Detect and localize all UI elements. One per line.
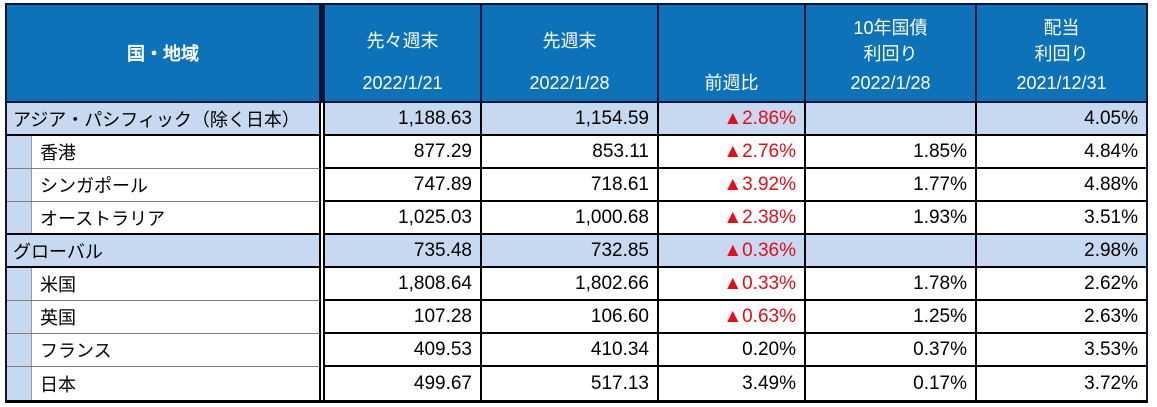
bond-yield-value <box>806 235 977 268</box>
bond-yield-value: 1.85% <box>806 136 977 169</box>
bond-yield-value: 0.37% <box>806 334 977 367</box>
bond-yield-value <box>806 103 977 136</box>
column-gap <box>321 268 323 301</box>
column-gap <box>321 103 323 136</box>
week-over-week-value: ▲2.76% <box>659 136 806 169</box>
header-prev2-weekend: 先々週末 2022/1/21 <box>323 5 482 103</box>
prev1-weekend-value: 718.61 <box>482 169 659 202</box>
week-over-week-value: ▲0.36% <box>659 235 806 268</box>
prev2-weekend-value: 747.89 <box>323 169 482 202</box>
dividend-yield-value: 3.72% <box>977 367 1146 400</box>
header-label-line1: 先々週末 <box>366 31 439 52</box>
header-region: 国・地域 <box>7 5 321 103</box>
header-label-line2: 利回り <box>1034 44 1089 65</box>
header-date: 前週比 <box>704 73 759 94</box>
header-label: 配当 利回り <box>977 5 1146 73</box>
region-cell: 米国 <box>7 268 321 301</box>
header-date: 2021/12/31 <box>1016 73 1107 94</box>
column-gap <box>321 301 323 334</box>
dividend-yield-value: 4.84% <box>977 136 1146 169</box>
prev2-weekend-value: 1,025.03 <box>323 202 482 235</box>
header-label: 先週末 <box>482 5 657 73</box>
dividend-yield-value: 2.62% <box>977 268 1146 301</box>
week-over-week-value: ▲3.92% <box>659 169 806 202</box>
column-gap <box>321 334 323 367</box>
week-over-week-value: ▲2.86% <box>659 103 806 136</box>
column-gap <box>321 169 323 202</box>
prev2-weekend-value: 107.28 <box>323 301 482 334</box>
column-gap <box>321 367 323 400</box>
header-column-gap <box>321 5 323 103</box>
region-cell: オーストラリア <box>7 202 321 235</box>
region-cell: 香港 <box>7 136 321 169</box>
prev1-weekend-value: 106.60 <box>482 301 659 334</box>
prev1-weekend-value: 1,802.66 <box>482 268 659 301</box>
header-date: 2022/1/28 <box>529 73 610 94</box>
dividend-yield-value: 3.53% <box>977 334 1146 367</box>
prev2-weekend-value: 409.53 <box>323 334 482 367</box>
week-over-week-value: ▲0.63% <box>659 301 806 334</box>
bond-yield-value: 1.78% <box>806 268 977 301</box>
column-gap <box>321 235 323 268</box>
header-label-line1: 先週末 <box>542 31 597 52</box>
header-bond-yield: 10年国債 利回り 2022/1/28 <box>806 5 977 103</box>
header-prev1-weekend: 先週末 2022/1/28 <box>482 5 659 103</box>
dividend-yield-value: 3.51% <box>977 202 1146 235</box>
bond-yield-value: 1.93% <box>806 202 977 235</box>
prev1-weekend-value: 410.34 <box>482 334 659 367</box>
bond-yield-value: 1.77% <box>806 169 977 202</box>
prev1-weekend-value: 1,154.59 <box>482 103 659 136</box>
header-label-line1: 配当 <box>1043 18 1080 39</box>
header-week-over-week: 前週比 <box>659 5 806 103</box>
dividend-yield-value: 4.88% <box>977 169 1146 202</box>
market-table-grid: 国・地域 先々週末 2022/1/21 先週末 2022/1/28 <box>5 3 1148 403</box>
week-over-week-value: ▲2.38% <box>659 202 806 235</box>
prev1-weekend-value: 1,000.68 <box>482 202 659 235</box>
prev2-weekend-value: 1,188.63 <box>323 103 482 136</box>
bond-yield-value: 1.25% <box>806 301 977 334</box>
region-cell: シンガポール <box>7 169 321 202</box>
region-cell: フランス <box>7 334 321 367</box>
prev2-weekend-value: 499.67 <box>323 367 482 400</box>
header-label: 先々週末 <box>325 5 480 73</box>
week-over-week-value: 0.20% <box>659 334 806 367</box>
header-label-line1: 10年国債 <box>853 18 928 39</box>
region-cell: 日本 <box>7 367 321 400</box>
region-cell: アジア・パシフィック（除く日本） <box>7 103 321 136</box>
header-label-line2: 利回り <box>863 44 918 65</box>
header-label <box>659 5 804 73</box>
market-table: 国・地域 先々週末 2022/1/21 先週末 2022/1/28 <box>5 3 1148 403</box>
prev1-weekend-value: 732.85 <box>482 235 659 268</box>
region-cell: 英国 <box>7 301 321 334</box>
header-date: 2022/1/21 <box>362 73 443 94</box>
column-gap <box>321 202 323 235</box>
week-over-week-value: ▲0.33% <box>659 268 806 301</box>
column-gap <box>321 136 323 169</box>
prev2-weekend-value: 735.48 <box>323 235 482 268</box>
prev2-weekend-value: 1,808.64 <box>323 268 482 301</box>
bond-yield-value: 0.17% <box>806 367 977 400</box>
prev2-weekend-value: 877.29 <box>323 136 482 169</box>
dividend-yield-value: 2.63% <box>977 301 1146 334</box>
prev1-weekend-value: 853.11 <box>482 136 659 169</box>
prev1-weekend-value: 517.13 <box>482 367 659 400</box>
header-dividend-yield: 配当 利回り 2021/12/31 <box>977 5 1146 103</box>
week-over-week-value: 3.49% <box>659 367 806 400</box>
dividend-yield-value: 4.05% <box>977 103 1146 136</box>
region-cell: グローバル <box>7 235 321 268</box>
dividend-yield-value: 2.98% <box>977 235 1146 268</box>
header-label: 10年国債 利回り <box>806 5 975 73</box>
header-date: 2022/1/28 <box>850 73 931 94</box>
